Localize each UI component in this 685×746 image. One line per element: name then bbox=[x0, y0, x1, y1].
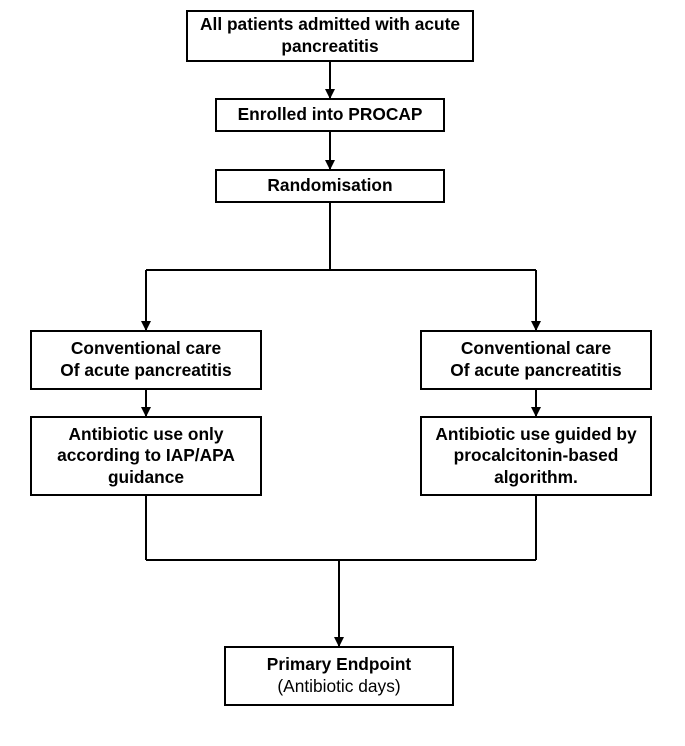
flow-node-n3-line: Randomisation bbox=[267, 175, 392, 197]
flow-node-n4b-line: guidance bbox=[108, 467, 184, 489]
flow-node-n4a-line: Of acute pancreatitis bbox=[60, 360, 231, 382]
flow-node-n5b-line: procalcitonin-based bbox=[454, 445, 619, 467]
flow-node-n5b-line: Antibiotic use guided by bbox=[435, 424, 636, 446]
flow-node-n1-line: All patients admitted with acute bbox=[200, 14, 460, 36]
flow-node-n6-line: Primary Endpoint bbox=[267, 654, 411, 676]
flow-node-n4a-line: Conventional care bbox=[71, 338, 221, 360]
flow-node-n4a: Conventional careOf acute pancreatitis bbox=[30, 330, 262, 390]
flow-node-n4b-line: Antibiotic use only bbox=[69, 424, 224, 446]
flow-node-n5a-line: Conventional care bbox=[461, 338, 611, 360]
flow-node-n5a: Conventional careOf acute pancreatitis bbox=[420, 330, 652, 390]
flow-node-n6: Primary Endpoint(Antibiotic days) bbox=[224, 646, 454, 706]
flow-node-n2: Enrolled into PROCAP bbox=[215, 98, 445, 132]
flow-node-n1: All patients admitted with acutepancreat… bbox=[186, 10, 474, 62]
flow-node-n1-line: pancreatitis bbox=[281, 36, 378, 58]
flow-node-n2-line: Enrolled into PROCAP bbox=[238, 104, 423, 126]
flow-node-n5b: Antibiotic use guided byprocalcitonin-ba… bbox=[420, 416, 652, 496]
flow-node-n4b: Antibiotic use onlyaccording to IAP/APAg… bbox=[30, 416, 262, 496]
flow-node-n5a-line: Of acute pancreatitis bbox=[450, 360, 621, 382]
flow-node-n3: Randomisation bbox=[215, 169, 445, 203]
flowchart-canvas: All patients admitted with acutepancreat… bbox=[0, 0, 685, 746]
flow-node-n6-line: (Antibiotic days) bbox=[277, 676, 400, 698]
flow-node-n5b-line: algorithm. bbox=[494, 467, 578, 489]
flow-node-n4b-line: according to IAP/APA bbox=[57, 445, 235, 467]
